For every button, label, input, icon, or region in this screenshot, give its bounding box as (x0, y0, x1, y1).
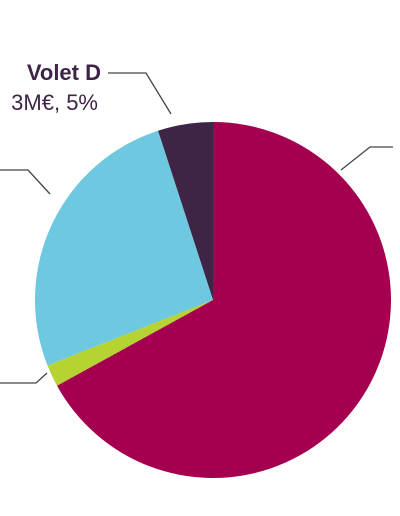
leader-line (340, 146, 393, 171)
pie-slice (57, 122, 392, 478)
leader-line (0, 372, 48, 384)
leader-line (108, 72, 172, 115)
leader-line (0, 169, 51, 195)
slice-label: Volet D (27, 60, 101, 85)
pie-slice (35, 130, 213, 366)
pie-slice (47, 300, 213, 386)
slice-value-label: 3M€, 5% (11, 90, 98, 115)
pie-slice (157, 122, 213, 300)
